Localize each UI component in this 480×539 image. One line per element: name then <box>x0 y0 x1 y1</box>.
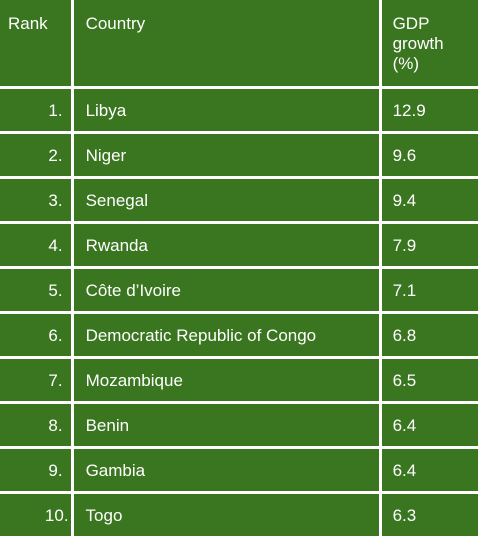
country-cell: Mozambique <box>73 359 379 401</box>
rank-cell: 3. <box>0 179 71 221</box>
rank-cell: 2. <box>0 134 71 176</box>
rank-cell: 4. <box>0 224 71 266</box>
gdp-growth-cell: 6.5 <box>381 359 478 401</box>
country-cell: Libya <box>73 89 379 131</box>
country-column-header: Country <box>73 0 379 86</box>
table-row: 9. Gambia 6.4 <box>0 449 478 494</box>
country-cell: Benin <box>73 404 379 446</box>
country-cell: Senegal <box>73 179 379 221</box>
gdp-growth-cell: 9.6 <box>381 134 478 176</box>
table-row: 7. Mozambique 6.5 <box>0 359 478 404</box>
country-cell: Côte d’Ivoire <box>73 269 379 311</box>
table-row: 4. Rwanda 7.9 <box>0 224 478 269</box>
table-row: 5. Côte d’Ivoire 7.1 <box>0 269 478 314</box>
table-row: 2. Niger 9.6 <box>0 134 478 179</box>
country-cell: Gambia <box>73 449 379 491</box>
gdp-growth-cell: 6.8 <box>381 314 478 356</box>
gdp-growth-cell: 12.9 <box>381 89 478 131</box>
gdp-growth-cell: 7.9 <box>381 224 478 266</box>
rank-cell: 7. <box>0 359 71 401</box>
rank-cell: 1. <box>0 89 71 131</box>
rank-cell: 10. <box>0 494 71 536</box>
rank-cell: 9. <box>0 449 71 491</box>
table-row: 10. Togo 6.3 <box>0 494 478 539</box>
gdp-growth-cell: 6.4 <box>381 404 478 446</box>
country-cell: Rwanda <box>73 224 379 266</box>
rank-cell: 6. <box>0 314 71 356</box>
rank-column-header: Rank <box>0 0 71 86</box>
gdp-growth-column-header: GDP growth (%) <box>381 0 478 86</box>
rank-cell: 8. <box>0 404 71 446</box>
gdp-growth-cell: 7.1 <box>381 269 478 311</box>
table-row: 8. Benin 6.4 <box>0 404 478 449</box>
country-cell: Niger <box>73 134 379 176</box>
table-row: 6. Democratic Republic of Congo 6.8 <box>0 314 478 359</box>
table-row: 3. Senegal 9.4 <box>0 179 478 224</box>
table-header-row: Rank Country GDP growth (%) <box>0 0 478 89</box>
rank-cell: 5. <box>0 269 71 311</box>
gdp-growth-cell: 6.3 <box>381 494 478 536</box>
country-cell: Democratic Republic of Congo <box>73 314 379 356</box>
gdp-growth-cell: 6.4 <box>381 449 478 491</box>
table-row: 1. Libya 12.9 <box>0 89 478 134</box>
gdp-growth-cell: 9.4 <box>381 179 478 221</box>
country-cell: Togo <box>73 494 379 536</box>
